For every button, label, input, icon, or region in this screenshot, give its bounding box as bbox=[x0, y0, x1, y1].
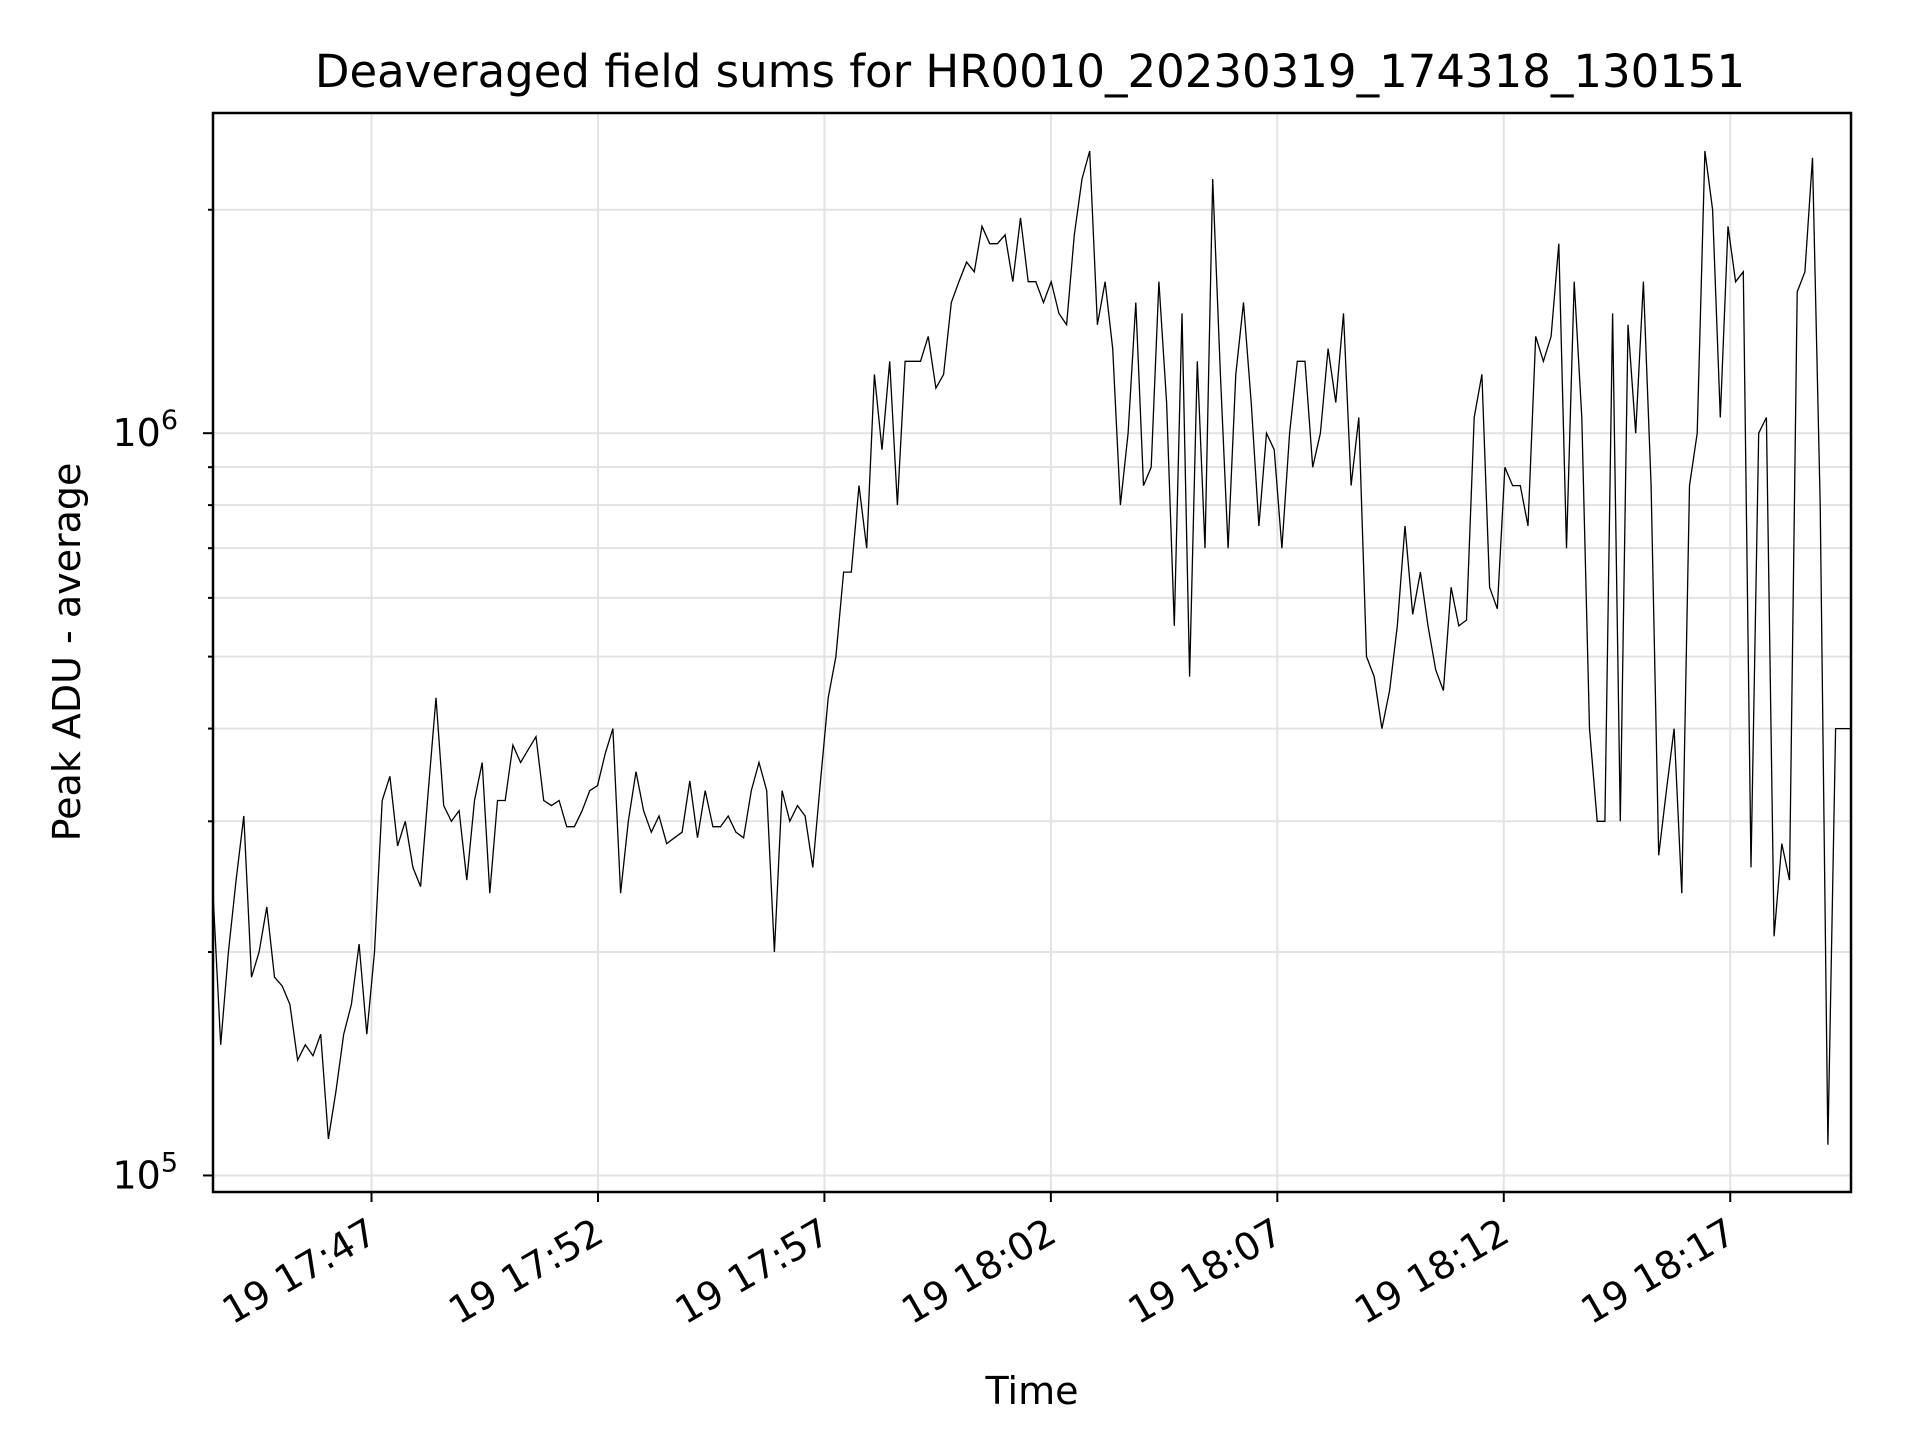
y-axis-label: Peak ADU - average bbox=[45, 463, 89, 842]
y-tick-label: 106 bbox=[112, 405, 178, 455]
y-axis: 105 106 bbox=[112, 208, 213, 1197]
x-tick-label: 19 17:57 bbox=[668, 1210, 837, 1333]
x-tick-label: 19 18:17 bbox=[1574, 1210, 1743, 1333]
chart-title: Deaveraged field sums for HR0010_2023031… bbox=[315, 45, 1745, 98]
grid-lines bbox=[213, 113, 1851, 1192]
x-tick-label: 19 17:47 bbox=[215, 1210, 384, 1333]
x-tick-label: 19 18:12 bbox=[1347, 1210, 1516, 1333]
series-line bbox=[212, 150, 1851, 1145]
x-tick-label: 19 17:52 bbox=[441, 1210, 610, 1333]
x-tick-label: 19 18:07 bbox=[1121, 1210, 1290, 1333]
x-tick-label: 19 18:02 bbox=[894, 1210, 1063, 1333]
x-axis: 19 17:47 19 17:52 19 17:57 19 18:02 19 18:07… bbox=[215, 1192, 1743, 1333]
x-axis-label: Time bbox=[985, 1369, 1079, 1413]
y-tick-label: 105 bbox=[112, 1147, 178, 1197]
plot-area-frame bbox=[211, 111, 1853, 1194]
